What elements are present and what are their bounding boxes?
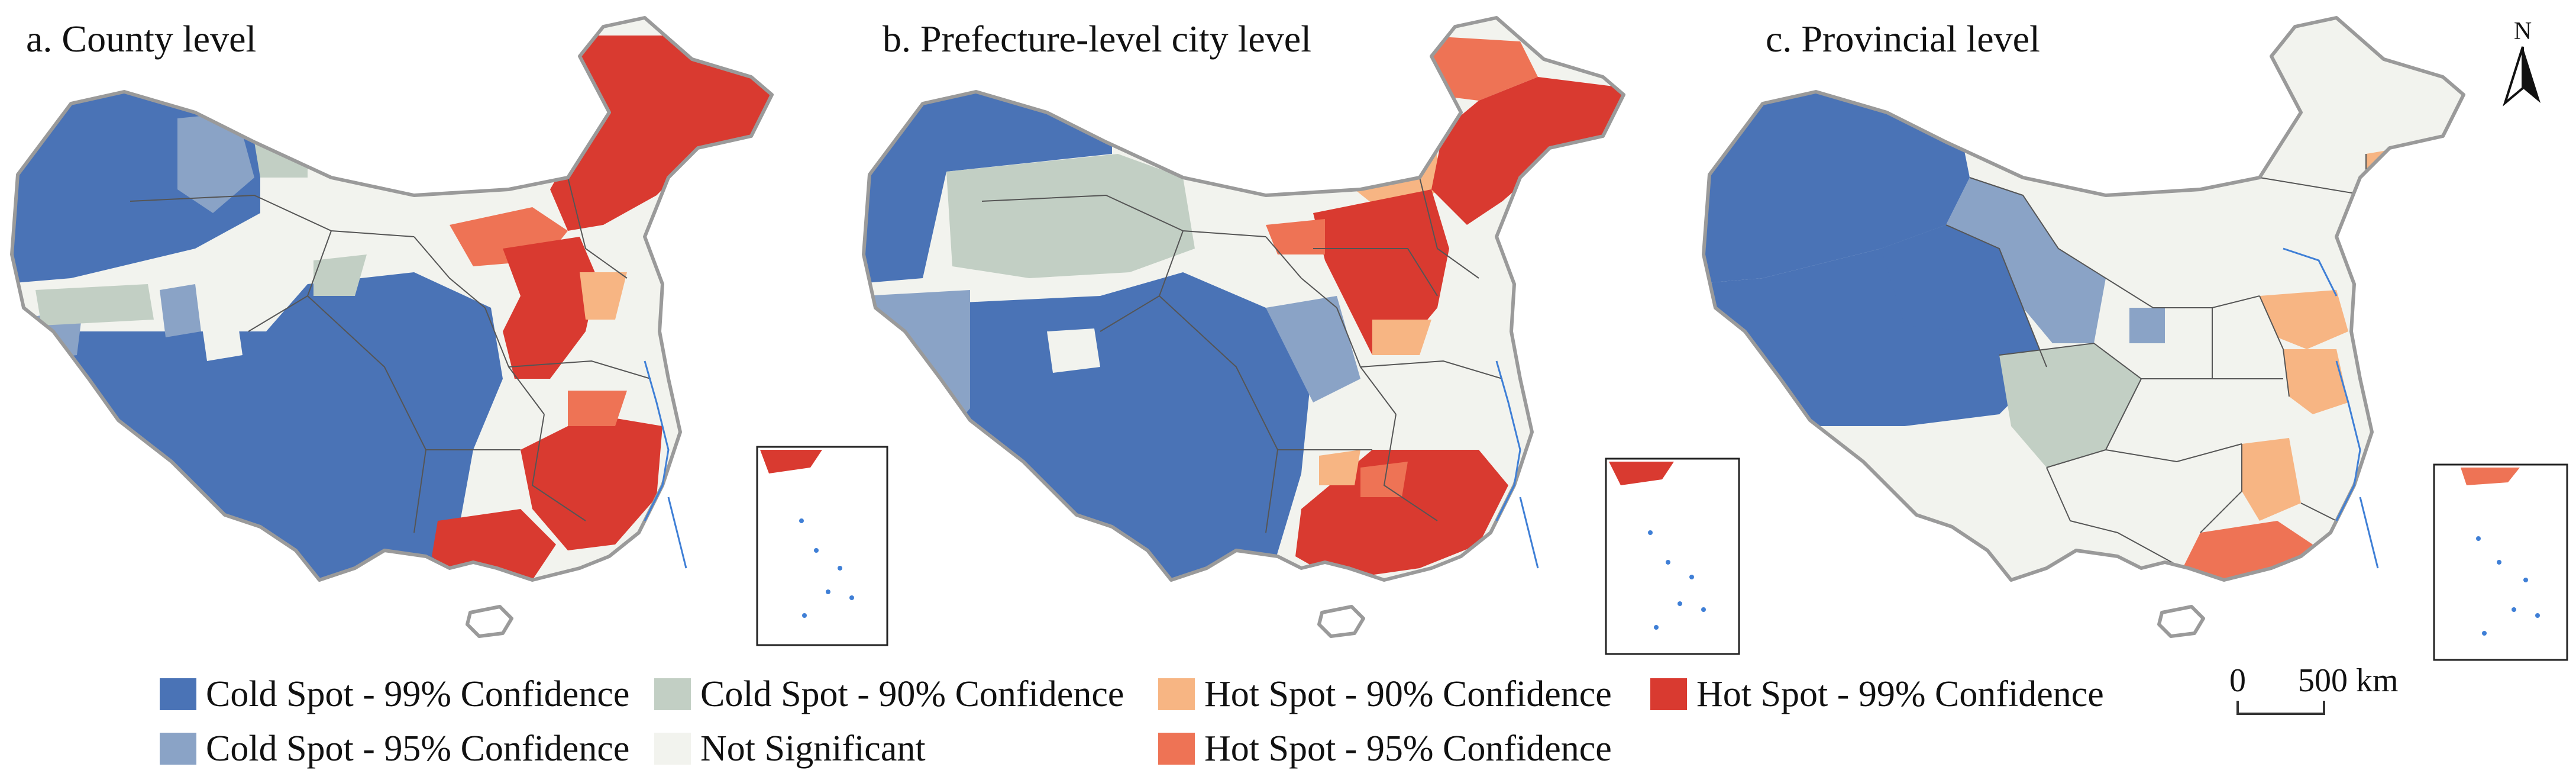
legend-swatch — [160, 678, 196, 710]
scale-end-label: 500 km — [2298, 662, 2399, 699]
legend-label: Cold Spot - 95% Confidence — [206, 729, 630, 769]
legend-label: Not Significant — [700, 729, 926, 769]
legend-item-hot99: Hot Spot - 99% Confidence — [1650, 671, 2104, 718]
north-arrow: N — [2496, 19, 2549, 114]
legend-item-not-significant: Not Significant — [654, 725, 926, 772]
panel-title-county: a. County level — [26, 18, 257, 60]
legend-label: Hot Spot - 99% Confidence — [1696, 674, 2104, 714]
map-county-level — [0, 18, 888, 646]
scale-start-label: 0 — [2229, 662, 2246, 699]
map-prefecture-level — [852, 18, 1740, 655]
legend-item-cold95: Cold Spot - 95% Confidence — [160, 725, 629, 772]
scale-tick-start — [2236, 701, 2239, 715]
legend-swatch — [1158, 678, 1195, 710]
legend-label: Hot Spot - 90% Confidence — [1204, 674, 1612, 714]
panel-title-provincial: c. Provincial level — [1766, 18, 2040, 60]
legend-item-cold90: Cold Spot - 90% Confidence — [654, 671, 1124, 718]
legend-label: Cold Spot - 90% Confidence — [700, 674, 1124, 714]
legend-item-hot95: Hot Spot - 95% Confidence — [1158, 725, 1612, 772]
scale-bar: 0 500 km — [2215, 664, 2422, 723]
legend-swatch — [1650, 678, 1687, 710]
legend-swatch — [1158, 733, 1195, 765]
legend-item-hot90: Hot Spot - 90% Confidence — [1158, 671, 1612, 718]
north-label: N — [2513, 18, 2532, 45]
scale-tick-end — [2323, 701, 2325, 715]
legend-swatch — [160, 733, 196, 765]
map-provincial-level — [1692, 18, 2568, 661]
scale-line — [2236, 713, 2325, 715]
legend-swatch — [654, 678, 691, 710]
panel-title-prefecture: b. Prefecture-level city level — [883, 18, 1311, 60]
legend-swatch — [654, 733, 691, 765]
legend: Cold Spot - 99% Confidence Cold Spot - 9… — [160, 671, 2171, 783]
north-arrow-icon — [2503, 46, 2541, 107]
legend-item-cold99: Cold Spot - 99% Confidence — [160, 671, 629, 718]
legend-label: Hot Spot - 95% Confidence — [1204, 729, 1612, 769]
legend-label: Cold Spot - 99% Confidence — [206, 674, 630, 714]
